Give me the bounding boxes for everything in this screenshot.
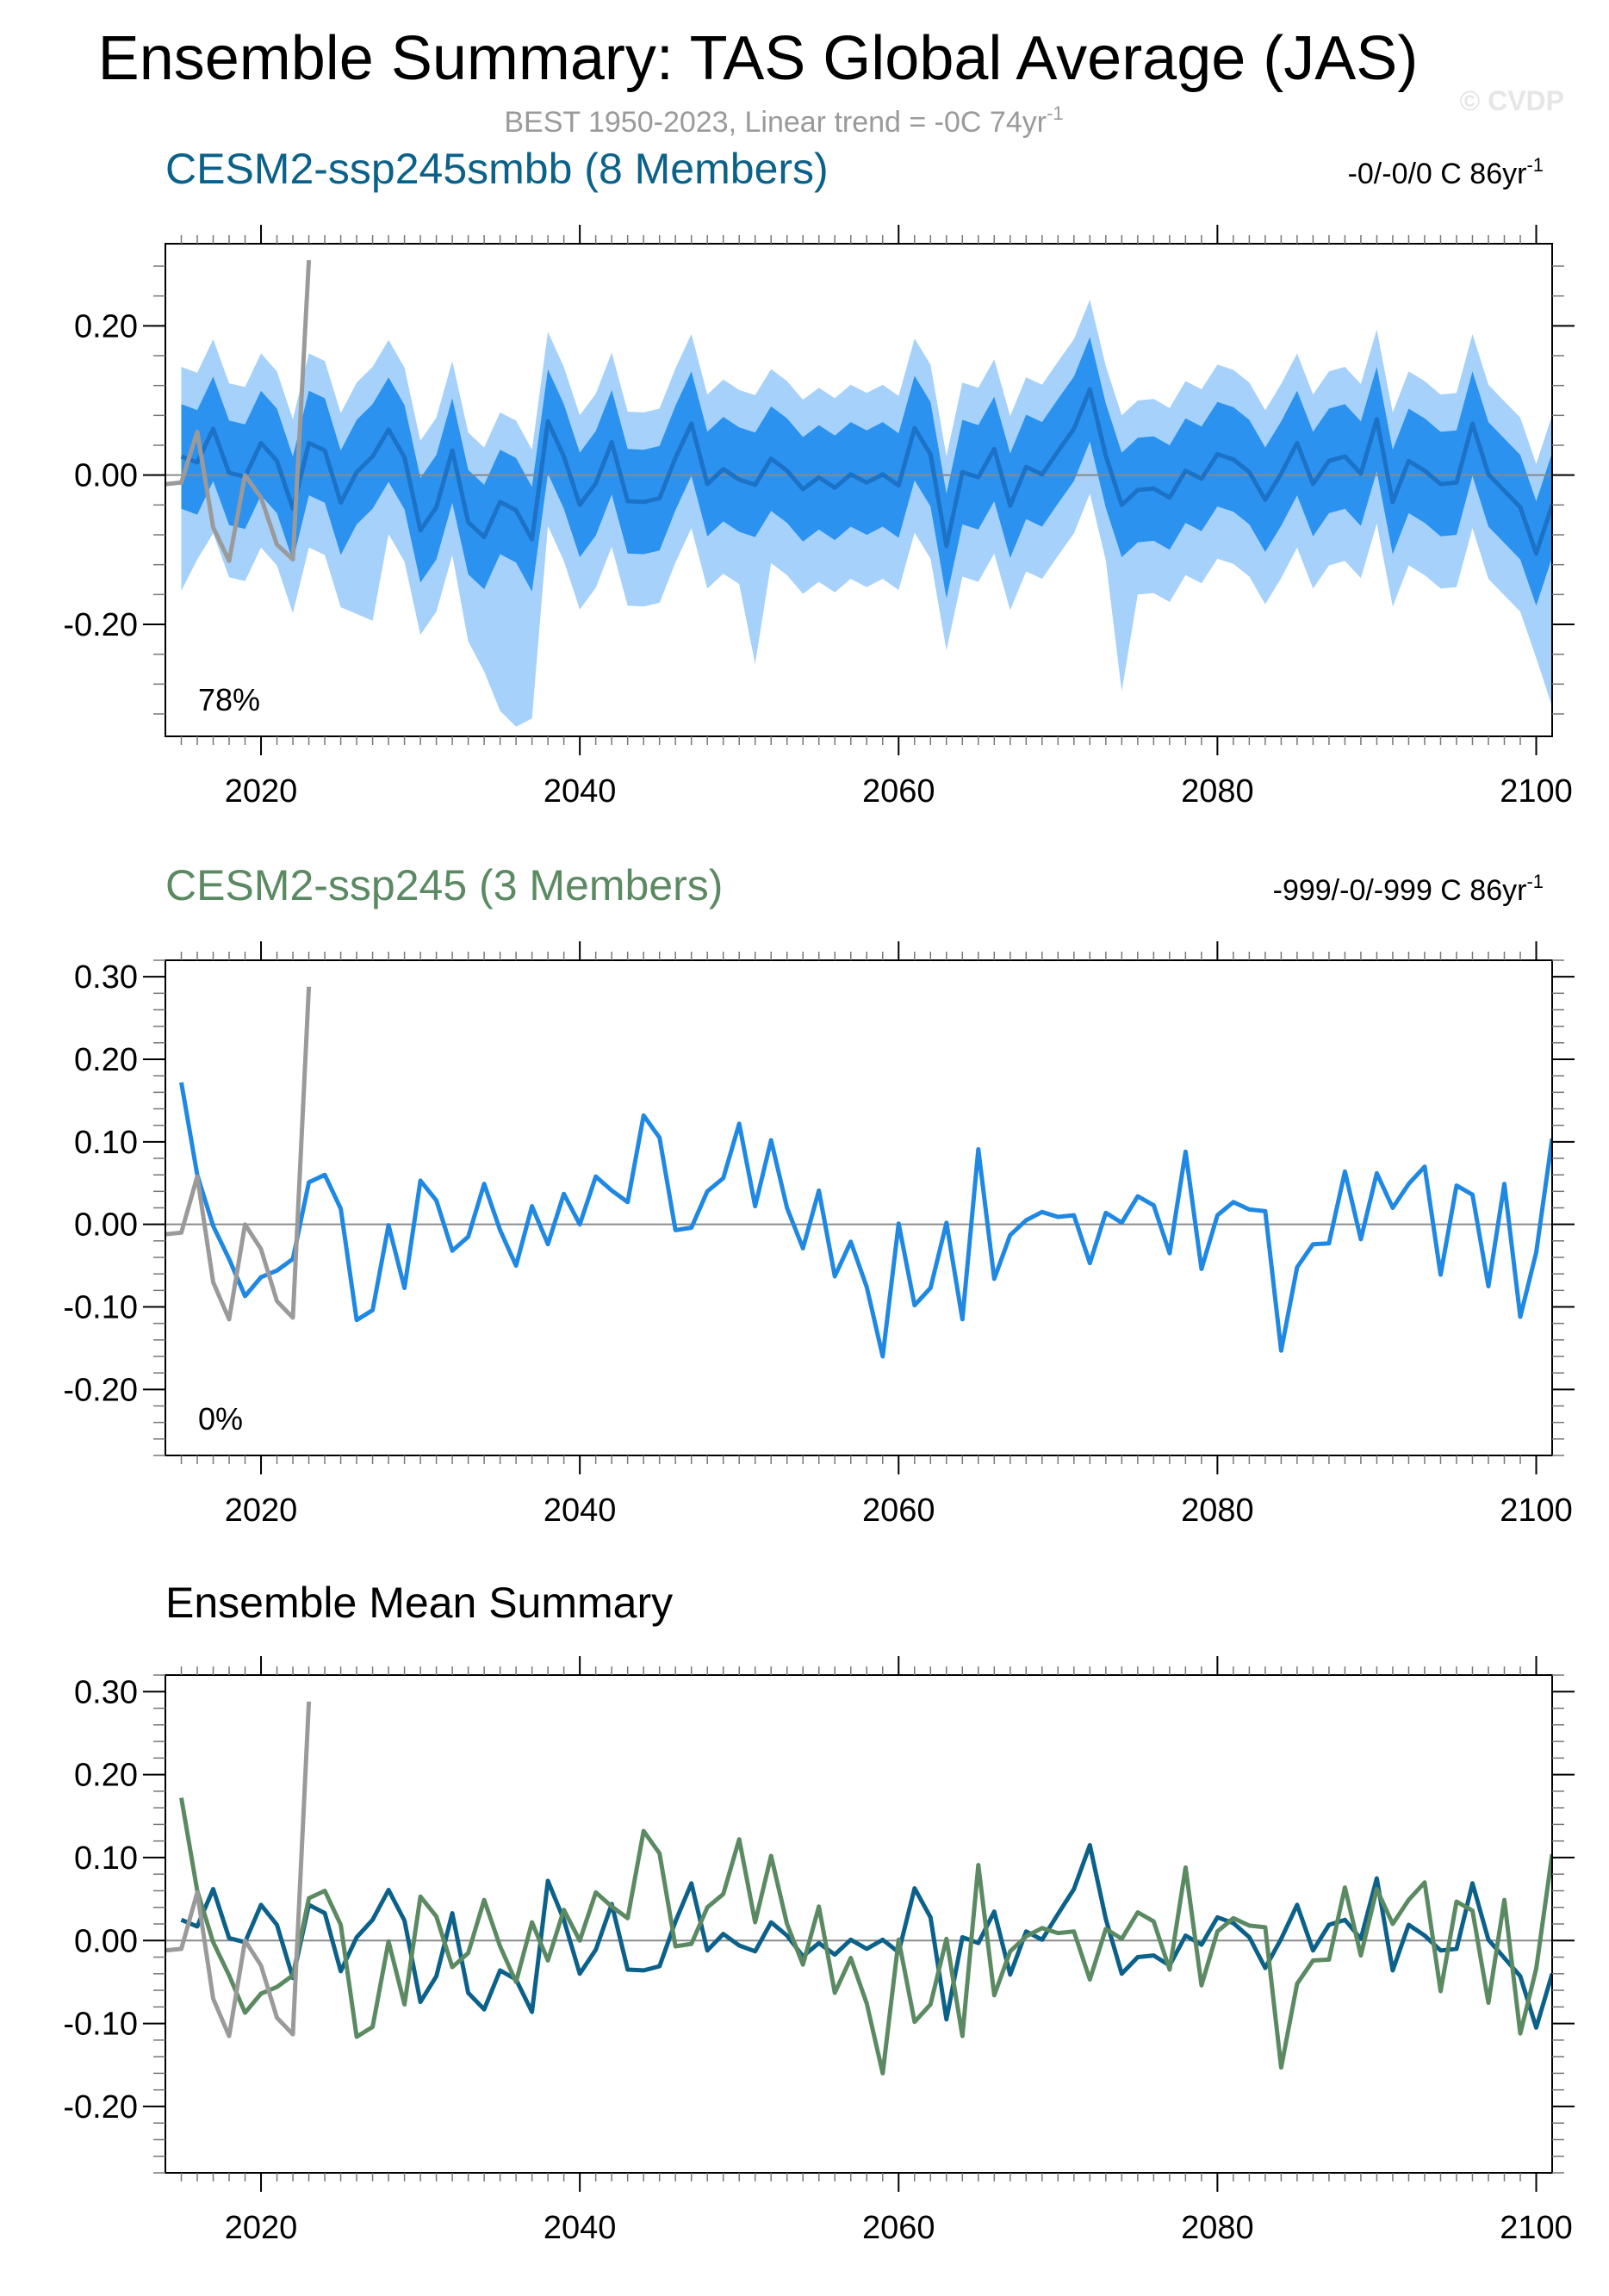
series-line-cesm2-ssp245 [179,1082,1552,1359]
figure-subtitle-exponent: -1 [1047,102,1064,124]
obs-line-best [165,986,312,1322]
x-tick-label: 2080 [1181,773,1254,810]
y-tick-label: -0.20 [63,1372,138,1408]
x-tick-label: 2100 [1500,773,1573,810]
obs-line-best [165,259,312,563]
trend-exponent: -1 [1526,871,1544,892]
y-tick-label: 0.10 [74,1125,138,1161]
figure-subtitle: BEST 1950-2023, Linear trend = -0C 74yr-… [504,102,1063,139]
percent-label: 0% [198,1401,243,1437]
y-tick-label: -0.10 [63,1290,138,1326]
y-tick-label: 0.20 [74,1758,138,1794]
x-tick-label: 2100 [1500,1492,1573,1529]
x-tick-label: 2060 [862,773,935,810]
x-tick-label: 2100 [1500,2210,1573,2246]
ensemble-mean-line [180,387,1552,556]
panel-ensemble-spread: CESM2-ssp245smbb (8 Members) -0/-0/0 C 86… [63,145,1575,810]
x-tick-label: 2040 [544,2210,617,2246]
y-tick-label: 0.20 [74,1042,138,1078]
x-tick-label: 2040 [544,1492,617,1529]
y-tick-label: -0.10 [63,2007,138,2043]
x-tick-label: 2060 [862,2210,935,2246]
plot-frame [165,243,1553,737]
trend-text: -999/-0/-999 C 86yr [1273,874,1527,907]
y-tick-label: -0.20 [63,2089,138,2125]
chart-panels: CESM2-ssp245smbb (8 Members) -0/-0/0 C 86… [63,145,1575,2246]
y-tick-label: 0.10 [74,1840,138,1877]
panel-ensemble-member: CESM2-ssp245 (3 Members) -999/-0/-999 C 8… [63,861,1575,1529]
y-tick-label: 0.00 [74,1207,138,1244]
y-tick-label: 0.20 [74,308,138,344]
trend-exponent: -1 [1526,154,1544,176]
panel-title: CESM2-ssp245smbb (8 Members) [165,145,829,193]
series-line-cesm2-ssp245smbb [180,1843,1552,2030]
obs-line-best [165,1701,312,2038]
series-line-cesm2-ssp245 [179,1797,1552,2076]
y-tick-label: 0.30 [74,959,138,996]
figure-subtitle-text: BEST 1950-2023, Linear trend = -0C 74yr [504,106,1047,139]
y-tick-label: 0.00 [74,1923,138,1959]
trend-label: -0/-0/0 C 86yr-1 [1348,154,1544,190]
y-tick-label: -0.20 [63,607,138,643]
x-tick-label: 2040 [544,773,617,810]
trend-text: -0/-0/0 C 86yr [1348,158,1527,190]
plot-area [165,986,1552,1359]
plot-area [165,259,1552,727]
trend-label: -999/-0/-999 C 86yr-1 [1273,871,1544,907]
y-tick-label: 0.00 [74,458,138,494]
panel-ensemble-mean-summary: Ensemble Mean Summary -0.20 -0.10 0.00 0.10 0… [63,1579,1575,2246]
plot-frame [165,959,1553,1456]
plot-area [165,1701,1552,2076]
percent-label: 78% [198,682,260,717]
plot-frame [165,1674,1553,2174]
x-tick-label: 2020 [225,773,298,810]
x-tick-label: 2060 [862,1492,935,1529]
panel-title: CESM2-ssp245 (3 Members) [165,861,723,909]
y-tick-label: 0.30 [74,1674,138,1710]
x-tick-label: 2080 [1181,1492,1254,1529]
band-inner [181,337,1552,606]
figure-title: Ensemble Summary: TAS Global Average (JA… [98,24,1419,93]
x-tick-label: 2020 [225,2210,298,2246]
cvdp-watermark: © CVDP [1460,85,1564,116]
x-tick-label: 2020 [225,1492,298,1529]
x-tick-label: 2080 [1181,2210,1254,2246]
panel-title: Ensemble Mean Summary [165,1579,673,1627]
